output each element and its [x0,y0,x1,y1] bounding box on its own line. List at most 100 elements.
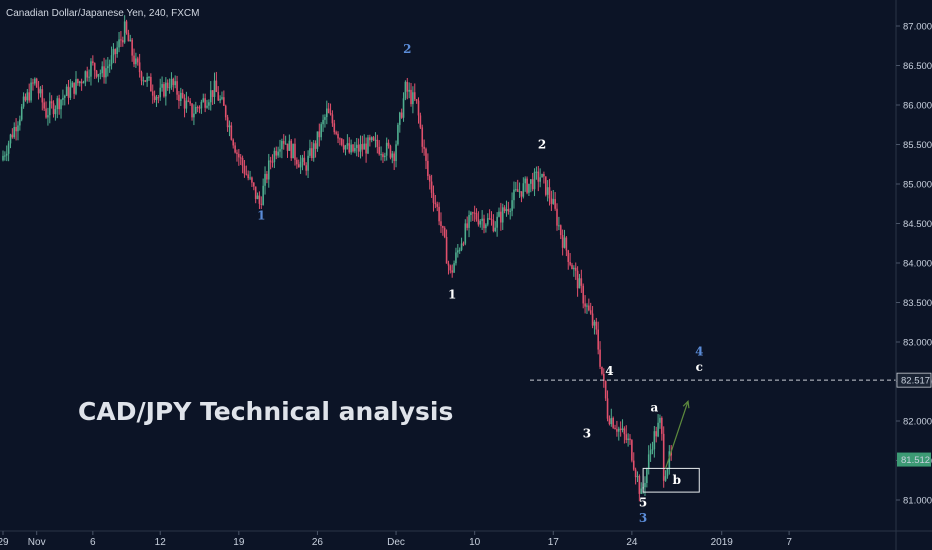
candle-body [78,81,81,84]
candle-body [88,76,90,78]
wave-label-blue-3: 3 [639,511,647,525]
candle-body [389,145,392,158]
candle-body [657,422,659,437]
candle-body [436,204,439,207]
candle-body [668,451,671,469]
candle-body [541,173,543,178]
candle-body [376,139,379,147]
candle-body [623,428,626,435]
candle-body [408,89,410,92]
candle-body [303,157,306,166]
time-axis[interactable]: 29 Nov 6 12 19 26 Dec 10 17 24 2019 7 [0,531,792,548]
candle-body [574,267,577,271]
candle-body [209,90,212,103]
price-tick-label: 86.000 [903,101,932,112]
time-tick-label: 6 [90,537,96,548]
candle-body [627,438,629,440]
candle-body [582,285,585,304]
wave-label-white-5: 5 [639,495,647,509]
candle-body [535,171,538,173]
time-tick-label: 26 [312,537,324,548]
time-tick-label: 10 [469,537,481,548]
candle-body [636,476,639,478]
candle-body [95,70,98,77]
candle-body [305,165,308,171]
candle-body [236,152,238,154]
candle-body [348,143,351,153]
candle-body [266,173,268,180]
candle-body [419,115,422,128]
candle-body [661,417,663,434]
candle-body [39,89,42,94]
candle-body [346,143,349,146]
candle-body [503,207,506,212]
candle-body [194,106,197,114]
candle-body [559,225,562,236]
candles-layer [2,15,672,502]
candle-body [500,211,502,223]
candle-body [82,82,85,84]
candle-body [616,429,618,432]
candle-body [121,40,124,43]
candle-body [531,179,534,190]
candle-body [432,192,435,203]
candle-body [301,157,304,162]
candle-body [71,82,74,88]
wave-label-white-b: b [673,473,681,487]
candle-body [206,105,208,108]
candle-body [297,164,300,168]
candle-body [86,71,89,78]
candle-body [584,303,586,307]
candle-body [421,127,424,147]
candle-body [413,92,416,100]
candle-body [501,207,504,223]
price-badges: 82.517 81.512 [896,372,932,467]
candle-body [273,150,276,163]
candle-body [498,211,500,217]
candle-body [391,153,394,158]
candle-body [92,61,94,64]
candle-body [621,428,624,430]
candle-body [490,219,493,221]
time-tick-label: 7 [786,537,792,548]
candle-body [595,321,598,330]
forecast-arrow-line[interactable] [665,401,689,469]
candle-body [404,81,407,99]
candle-body [93,63,96,71]
price-tick-label: 83.000 [903,338,932,349]
candle-body [380,154,382,156]
candle-body [34,78,36,84]
candle-body [110,55,113,65]
time-tick-label: Nov [28,537,46,548]
candle-body [567,250,570,262]
price-tick-label: 83.500 [903,298,932,309]
candle-body [374,139,377,141]
candle-body [294,143,296,160]
candle-body [125,21,128,33]
candle-body [335,132,337,134]
candle-body [9,134,12,144]
candle-body [189,101,191,104]
candle-body [50,101,53,104]
candle-body [644,482,646,488]
candle-body [612,417,614,428]
annotations-layer: 2 1 2 1 4 3 5 3 a b 4 c [257,42,896,525]
candle-body [221,97,223,99]
candle-body [187,100,190,102]
candle-body [37,87,40,94]
candle-body [224,105,227,118]
candle-body [241,157,244,166]
candle-body [662,433,665,481]
candle-body [440,221,442,226]
candle-body [464,223,467,244]
candle-body [13,126,16,138]
candle-body [619,428,622,430]
candle-body [528,183,530,193]
candle-body [573,267,575,270]
candle-body [522,183,525,197]
candle-body [114,49,117,55]
consolidation-box[interactable] [642,467,700,493]
candle-body [544,176,547,195]
candle-body [118,39,120,48]
